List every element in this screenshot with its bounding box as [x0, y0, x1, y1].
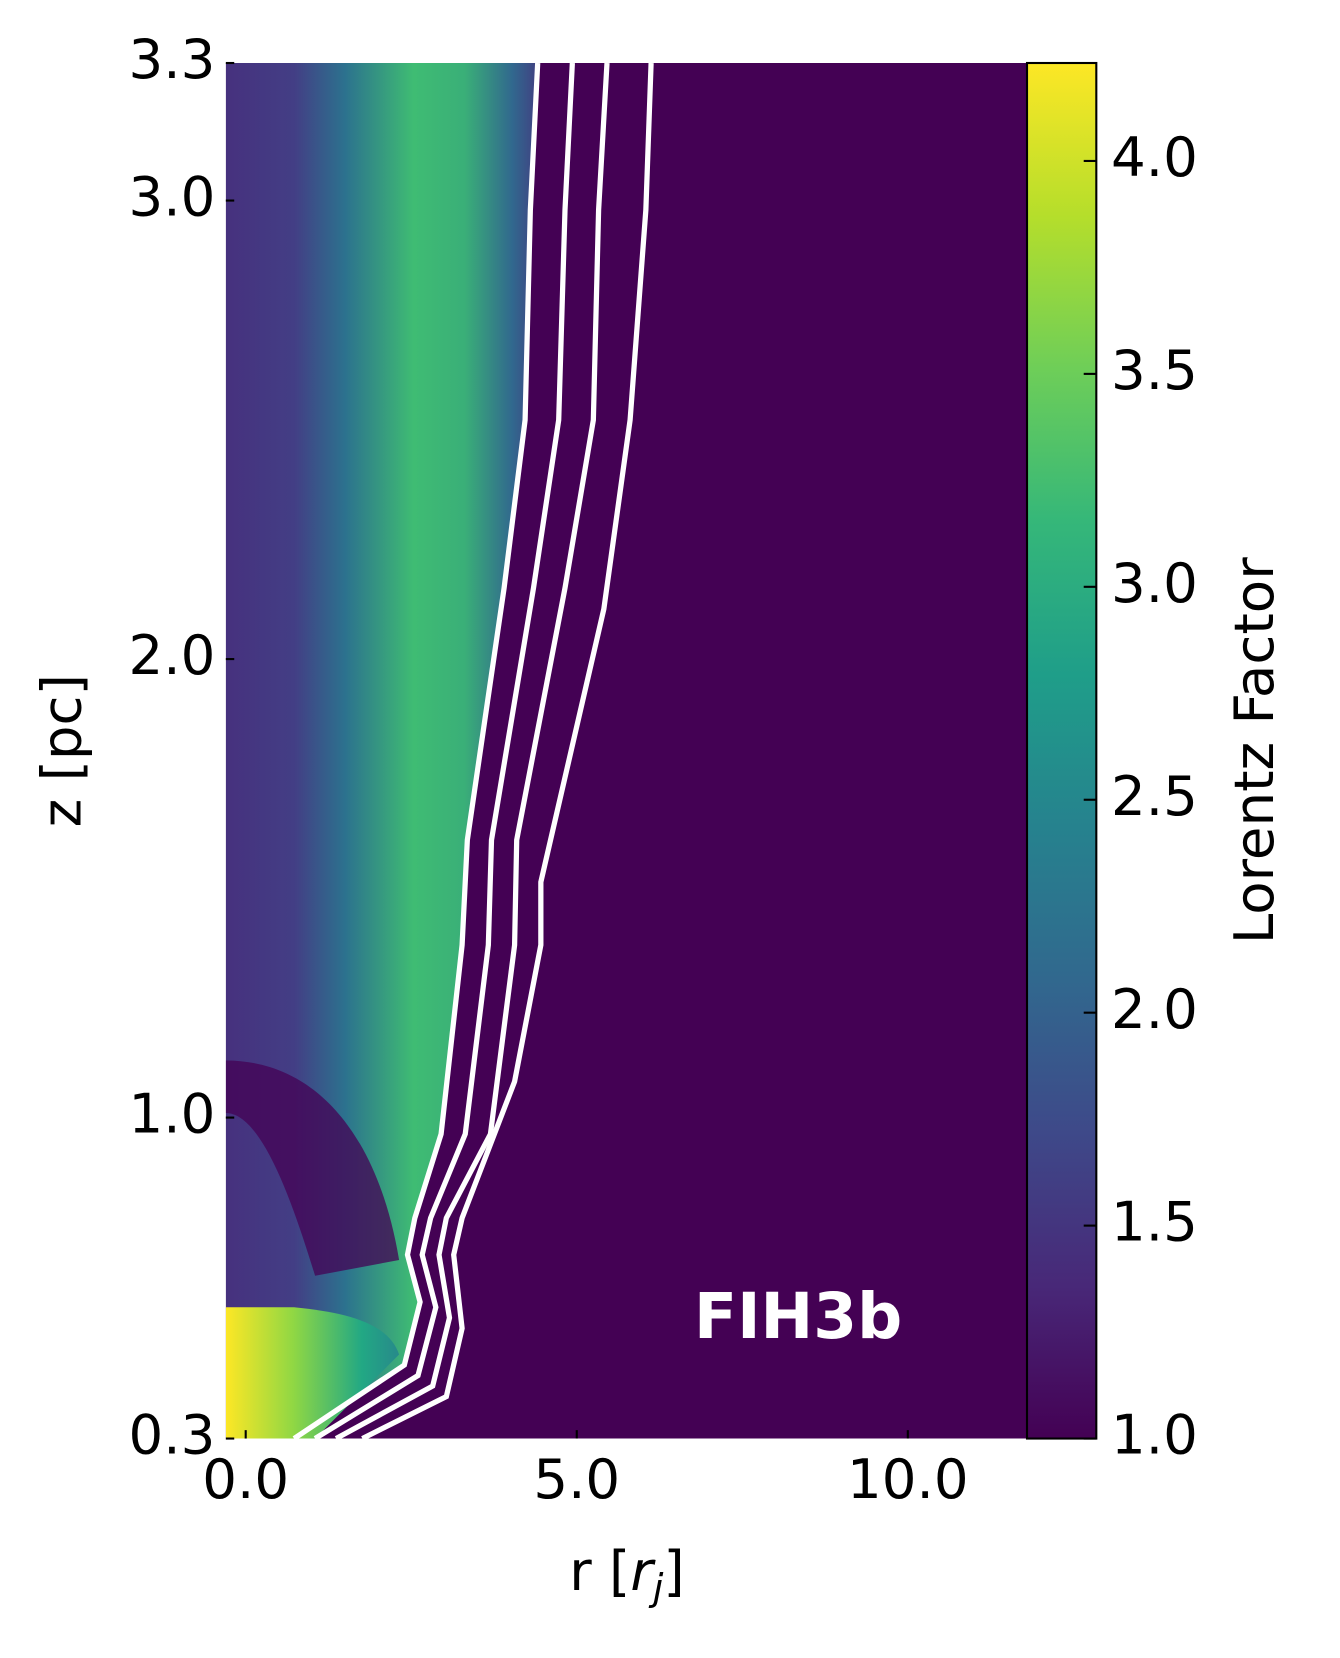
colorbar-tick-label: 1.0 [1111, 1403, 1198, 1467]
colorbar [1025, 61, 1098, 1440]
cocoon [225, 1060, 400, 1276]
x-label-sub: j [648, 1565, 664, 1609]
colorbar-tick-label: 2.0 [1111, 977, 1198, 1041]
colorbar-tick-label: 1.5 [1111, 1190, 1198, 1254]
colorbar-tick-label: 3.0 [1111, 551, 1198, 615]
y-tick-label: 3.0 [129, 165, 216, 229]
colorbar-tick-label: 3.5 [1111, 338, 1198, 402]
x-label-part: ] [663, 1539, 684, 1603]
y-tick-label: 3.3 [129, 27, 216, 91]
y-tick-label: 2.0 [129, 623, 216, 687]
x-axis-label: r [rj] [569, 1539, 684, 1609]
contours [292, 63, 654, 1439]
x-label-var: r [630, 1539, 656, 1603]
x-tick-label: 5.0 [533, 1447, 620, 1511]
colorbar-tick-label: 2.5 [1111, 764, 1198, 828]
colorbar-tick-label: 4.0 [1111, 125, 1198, 189]
annotation: FIH3b [694, 1280, 902, 1353]
colorbar-label: Lorentz Factor [1222, 557, 1286, 944]
y-tick-label: 0.3 [129, 1403, 216, 1467]
heatmap: FIH3b [225, 63, 1028, 1439]
contour [361, 63, 654, 1439]
x-label-part: r [ [569, 1539, 630, 1603]
y-axis-label: z [pc] [29, 674, 93, 827]
y-tick-label: 1.0 [129, 1082, 216, 1146]
x-tick-label: 0.0 [202, 1447, 289, 1511]
contour [334, 63, 610, 1439]
contour [292, 63, 541, 1439]
contour [313, 63, 575, 1439]
base-region [225, 1307, 400, 1439]
x-tick-label: 10.0 [847, 1447, 969, 1511]
